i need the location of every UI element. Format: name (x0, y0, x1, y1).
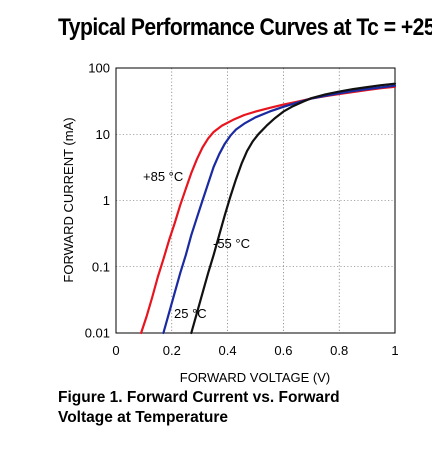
x-tick-label: 1 (391, 343, 398, 358)
label-25c: 25 °C (174, 306, 207, 321)
x-tick-label: 0.4 (219, 343, 237, 358)
label-minus55c: -55 °C (213, 236, 250, 251)
y-axis-label: FORWARD CURRENT (mA) (61, 117, 76, 282)
y-tick-label: 1 (103, 193, 110, 208)
chart-curves (140, 82, 397, 335)
y-tick-label: 100 (88, 61, 110, 76)
page-title: Typical Performance Curves at Tc = +25 (58, 14, 432, 41)
series-line-minus55c (190, 82, 397, 335)
plot-frame (115, 67, 396, 334)
y-tick-label: 10 (96, 127, 110, 142)
y-tick-label: 0.01 (85, 326, 110, 341)
x-tick-label: 0.2 (163, 343, 181, 358)
x-axis-label: FORWARD VOLTAGE (V) (180, 370, 330, 385)
figure-caption: Figure 1. Forward Current vs. Forward Vo… (58, 388, 340, 428)
y-tick-labels: 0.01 0.1 1 10 100 (85, 61, 110, 341)
y-tick-label: 0.1 (92, 259, 110, 274)
x-tick-label: 0.6 (274, 343, 292, 358)
caption-line-2: Voltage at Temperature (58, 409, 228, 426)
forward-current-chart: 0 0.2 0.4 0.6 0.8 1 0.01 0.1 1 10 100 FORWARD VOL… (61, 61, 399, 386)
chart-grid (116, 68, 395, 333)
series-line-25c (162, 84, 397, 335)
x-tick-labels: 0 0.2 0.4 0.6 0.8 1 (112, 343, 398, 358)
x-tick-label: 0 (112, 343, 119, 358)
label-85c: +85 °C (143, 169, 183, 184)
caption-line-1: Figure 1. Forward Current vs. Forward (58, 389, 340, 406)
x-tick-label: 0.8 (330, 343, 348, 358)
